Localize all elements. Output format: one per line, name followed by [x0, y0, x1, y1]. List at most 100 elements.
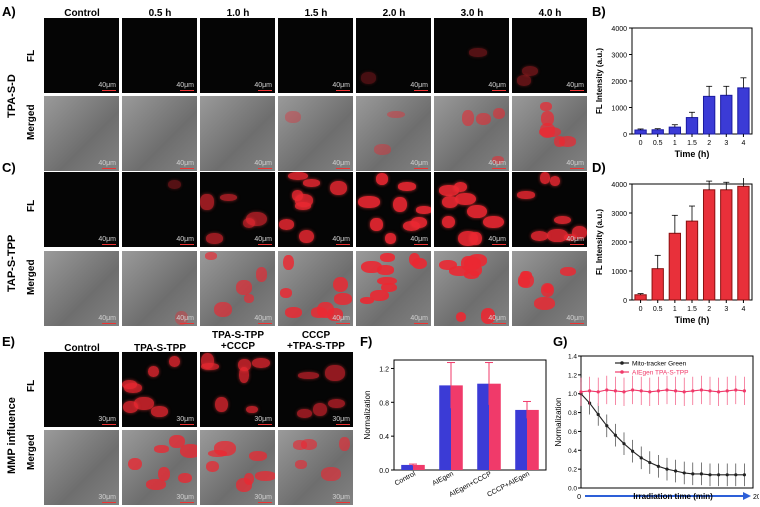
- column-title-3: 1.5 h: [304, 8, 328, 19]
- scale-label: 30μm: [332, 494, 350, 501]
- y-tick-label: 1.0: [568, 391, 577, 398]
- scale-label: 40μm: [410, 82, 428, 89]
- cell-spot: [330, 181, 347, 196]
- y-tick-label: 2000: [611, 240, 627, 247]
- chart-b-fl-intensity-tpa-s-d: 0 1000 2000 3000 4000 0 0.5 1 1.5 2 3 4 Time (h) FL I…: [595, 26, 753, 159]
- fl-image-c-2: 40μm: [200, 172, 275, 247]
- scale-label: 40μm: [488, 315, 506, 322]
- scale-label: 40μm: [98, 315, 116, 322]
- cell-spot: [298, 229, 315, 244]
- mmp-column-title-0: Control: [64, 343, 100, 354]
- cell-spot: [540, 172, 551, 184]
- cell-spot: [521, 65, 539, 76]
- scale-label: 40μm: [488, 236, 506, 243]
- cell-spot: [380, 282, 397, 292]
- cell-spot: [200, 194, 214, 210]
- scale-label: 40μm: [98, 236, 116, 243]
- cell-spot: [154, 444, 169, 453]
- bar-1.5: [685, 220, 699, 301]
- cell-spot: [238, 367, 249, 384]
- bar-0.5: [651, 268, 664, 301]
- column-title-2: 1.0 h: [226, 8, 250, 19]
- scale-label: 40μm: [176, 315, 194, 322]
- cell-spot: [278, 218, 295, 230]
- bar-right-1: [451, 385, 463, 470]
- y-tick-label: 3000: [611, 211, 627, 218]
- cell-spot: [205, 233, 223, 245]
- cell-spot: [521, 271, 533, 280]
- fl-image-c-5: 40μm: [434, 172, 509, 247]
- x-tick-label: CCCP+AIEgen: [486, 471, 531, 499]
- y-axis-label: Normalization: [363, 391, 372, 440]
- cell-spot: [541, 110, 555, 126]
- scale-label: 40μm: [566, 315, 584, 322]
- scale-bar: [102, 244, 116, 245]
- scale-bar: [102, 323, 116, 324]
- x-tick-label: 1: [673, 140, 677, 147]
- cell-spot: [517, 190, 535, 199]
- row-label-fl-e: FL: [26, 379, 37, 392]
- x-axis-label: Time (h): [675, 149, 710, 159]
- x-tick-label: 3: [724, 140, 728, 147]
- cell-spot: [285, 111, 302, 124]
- cell-spot: [332, 276, 349, 293]
- bar-0.5: [651, 129, 664, 135]
- x-tick-label: 1.5: [687, 306, 697, 313]
- cell-spot: [518, 276, 530, 287]
- legend-marker: [620, 361, 624, 365]
- cell-spot: [397, 182, 416, 191]
- merged-image-c-5: 40μm: [434, 251, 509, 326]
- cell-spot: [539, 123, 556, 138]
- y-tick-label: 1000: [611, 269, 627, 276]
- panel-label-e: E): [2, 334, 15, 349]
- merged-image-e-0: 30μm: [44, 430, 119, 505]
- bar-left-1: [439, 385, 451, 470]
- merged-image-c-1: 40μm: [122, 251, 197, 326]
- row-label-merged-c: Merged: [26, 259, 37, 295]
- scale-label: 40μm: [410, 160, 428, 167]
- scale-bar: [102, 424, 116, 425]
- x-tick-label: 3: [724, 306, 728, 313]
- panel-label-a: A): [2, 4, 16, 19]
- scale-label: 40μm: [332, 236, 350, 243]
- cell-spot: [359, 296, 374, 305]
- scale-label: 40μm: [566, 236, 584, 243]
- mmp-column-title-1: TPA-S-TPP: [133, 343, 187, 354]
- cell-spot: [254, 471, 275, 481]
- scale-bar: [492, 323, 506, 324]
- x-tick-label: 0.5: [653, 140, 663, 147]
- scale-bar: [336, 502, 350, 503]
- bar-left-0: [401, 464, 413, 470]
- cell-spot: [145, 479, 167, 490]
- scale-bar: [570, 323, 584, 324]
- scale-bar: [102, 168, 116, 169]
- cell-spot: [127, 457, 142, 471]
- data-point: [742, 473, 746, 477]
- fl-image-e-3: 30μm: [278, 352, 353, 427]
- cell-spot: [320, 466, 341, 481]
- bar-left-3: [515, 409, 527, 470]
- cell-spot: [279, 288, 293, 298]
- row-label-merged-e: Merged: [26, 434, 37, 470]
- cell-spot: [249, 451, 268, 461]
- scale-label: 40μm: [254, 82, 272, 89]
- cell-spot: [482, 215, 505, 229]
- fl-image-a-2: 40μm: [200, 18, 275, 93]
- cell-spot: [377, 265, 394, 275]
- scale-label: 40μm: [254, 315, 272, 322]
- cell-spot: [439, 185, 459, 196]
- cell-spot: [466, 204, 487, 219]
- scale-label: 40μm: [176, 160, 194, 167]
- legend-label: AIEgen TPA-S-TPP: [632, 370, 688, 377]
- scale-bar: [336, 90, 350, 91]
- bar-1.5: [685, 117, 699, 135]
- scale-bar: [414, 168, 428, 169]
- cell-spot: [468, 48, 487, 57]
- x-tick-label: 4: [741, 140, 745, 147]
- cell-spot: [214, 396, 228, 413]
- cell-spot: [252, 357, 270, 369]
- cell-spot: [550, 175, 561, 186]
- y-tick-label: 1.4: [568, 354, 577, 361]
- cell-spot: [157, 466, 170, 481]
